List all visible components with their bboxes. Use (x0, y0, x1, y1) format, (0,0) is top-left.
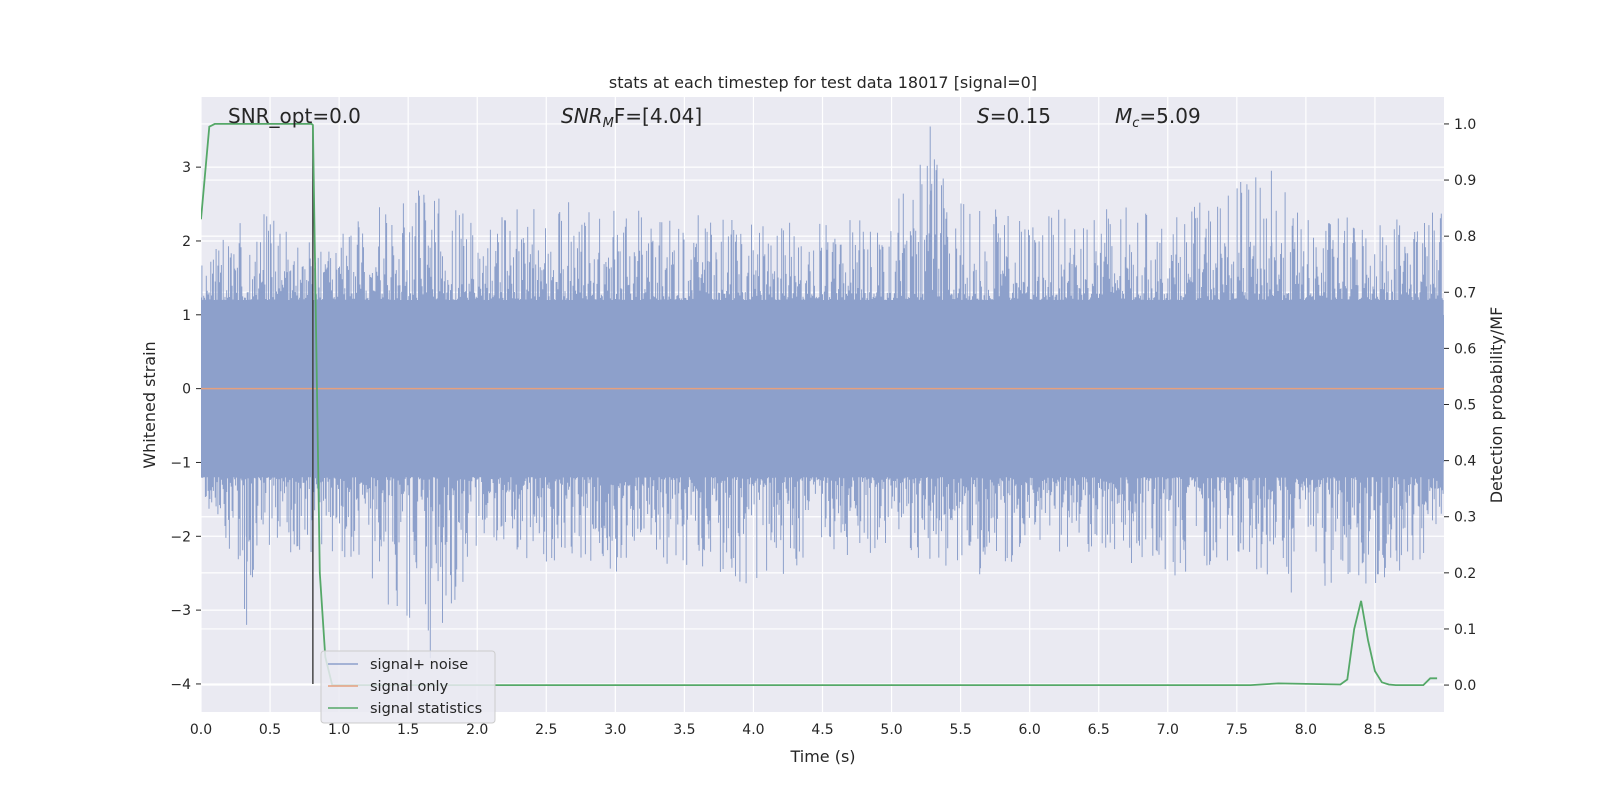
y-left-tick-label: −3 (170, 603, 191, 619)
annotation-s: S=0.15 (977, 104, 1051, 128)
x-tick-label: 4.0 (742, 722, 764, 738)
mc-value: =5.09 (1139, 104, 1200, 128)
x-tick-label: 8.0 (1295, 722, 1317, 738)
snr-mf-value: F=[4.04] (614, 104, 702, 128)
x-tick-label: 0.5 (259, 722, 281, 738)
y-left-tick-label: 1 (182, 308, 191, 324)
x-tick-label: 0.0 (190, 722, 212, 738)
legend: signal+ noise signal only signal statist… (320, 650, 496, 724)
snr-mf-sub: M (603, 116, 614, 131)
y-right-tick-label: 0.9 (1454, 173, 1476, 189)
y-right-tick-label: 1.0 (1454, 117, 1476, 133)
snr-mf-label: SNR (561, 104, 603, 128)
annotation-snr-mf: SNRMF=[4.04] (561, 104, 702, 131)
x-tick-label: 3.5 (673, 722, 695, 738)
x-tick-label: 4.5 (811, 722, 833, 738)
y-left-tick-label: −2 (170, 529, 191, 545)
annotation-snr-opt: SNR_opt=0.0 (228, 104, 361, 128)
x-tick-label: 5.0 (880, 722, 902, 738)
y-left-tick-labels: −4 −3 −2 −1 0 1 2 3 (170, 160, 201, 693)
y-right-tick-label: 0.6 (1454, 341, 1476, 357)
y-left-tick-label: 3 (182, 160, 191, 176)
series-signal-statistics (201, 123, 1438, 686)
x-tick-label: 7.5 (1226, 722, 1248, 738)
y-right-tick-label: 0.5 (1454, 398, 1476, 414)
y-left-tick-label: −1 (170, 455, 191, 471)
y-right-tick-label: 0.2 (1454, 566, 1476, 582)
y-left-axis-label: Whitened strain (140, 341, 159, 468)
y-right-tick-label: 0.0 (1454, 678, 1476, 694)
x-tick-label: 8.5 (1364, 722, 1386, 738)
x-tick-label: 7.0 (1157, 722, 1179, 738)
y-left-tick-label: 0 (182, 382, 191, 398)
y-right-tick-label: 0.1 (1454, 622, 1476, 638)
x-axis-label: Time (s) (789, 747, 855, 766)
x-tick-label: 1.5 (397, 722, 419, 738)
x-tick-label: 6.0 (1019, 722, 1041, 738)
chart-title: stats at each timestep for test data 180… (609, 73, 1037, 92)
legend-label-signal-noise: signal+ noise (370, 657, 468, 673)
y-left-tick-label: 2 (182, 234, 191, 250)
y-right-axis-label: Detection probability/MF (1487, 307, 1506, 504)
y-right-tick-labels: 0.0 0.1 0.2 0.3 0.4 0.5 0.6 0.7 0.8 0.9 1.0 (1444, 117, 1476, 694)
data-layer (201, 123, 1444, 686)
x-tick-label: 5.5 (949, 722, 971, 738)
s-label: S (977, 104, 990, 128)
legend-label-signal-statistics: signal statistics (370, 701, 482, 717)
x-tick-labels: 0.0 0.5 1.0 1.5 2.0 2.5 3.0 3.5 4.0 4.5 5.0 5.5 6.0 6… (190, 722, 1386, 738)
x-tick-label: 2.5 (535, 722, 557, 738)
y-right-tick-label: 0.8 (1454, 229, 1476, 245)
y-right-tick-label: 0.7 (1454, 285, 1476, 301)
legend-label-signal-only: signal only (370, 679, 449, 695)
annotation-mc: Mc=5.09 (1115, 104, 1201, 131)
mc-sub: c (1132, 116, 1139, 131)
y-right-tick-label: 0.4 (1454, 454, 1476, 470)
x-tick-label: 2.0 (466, 722, 488, 738)
x-tick-label: 6.5 (1088, 722, 1110, 738)
y-left-tick-label: −4 (170, 677, 191, 693)
mc-label: M (1115, 104, 1132, 128)
legend-box (320, 650, 496, 724)
y-right-tick-label: 0.3 (1454, 510, 1476, 526)
x-tick-label: 1.0 (328, 722, 350, 738)
x-tick-label: 3.0 (604, 722, 626, 738)
s-value: =0.15 (990, 104, 1051, 128)
